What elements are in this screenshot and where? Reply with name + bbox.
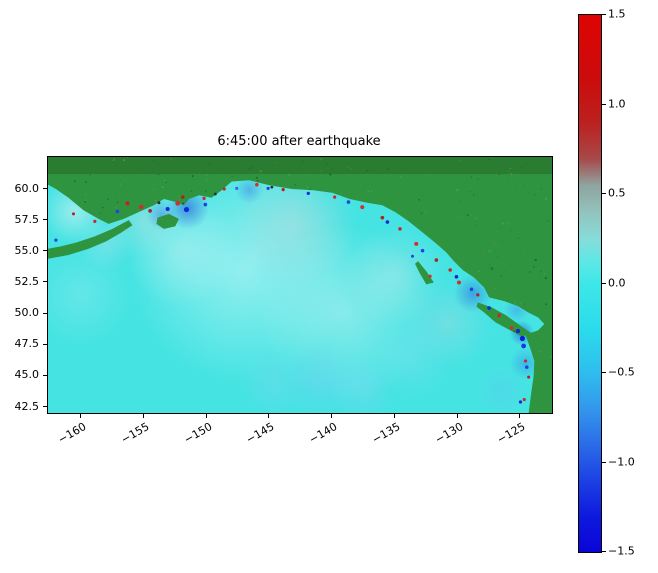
x-tick-label: −140 xyxy=(306,420,340,447)
y-tick-mark xyxy=(43,250,47,252)
x-tick-label: −125 xyxy=(495,420,528,447)
y-tick-mark xyxy=(43,312,47,314)
y-tick-label: 42.5 xyxy=(14,399,40,413)
x-tick-mark xyxy=(268,414,270,418)
y-tick-label: 45.0 xyxy=(14,368,40,382)
colorbar-tick-label: 0.5 xyxy=(608,186,626,200)
y-tick-label: 50.0 xyxy=(14,306,40,320)
plot-title: 6:45:00 after earthquake xyxy=(217,134,381,149)
colorbar-tick-mark xyxy=(602,461,606,463)
map-canvas xyxy=(48,157,552,413)
x-tick-mark xyxy=(519,414,521,418)
y-tick-mark xyxy=(43,343,47,345)
colorbar-tick-mark xyxy=(602,282,606,284)
colorbar-tick-mark xyxy=(602,14,606,15)
y-tick-mark xyxy=(43,281,47,283)
y-tick-mark xyxy=(43,188,47,189)
x-tick-label: −150 xyxy=(181,420,215,447)
colorbar-tick-label: −1.5 xyxy=(608,544,635,558)
y-tick-label: 57.5 xyxy=(14,212,40,226)
colorbar-tick-mark xyxy=(602,551,606,552)
colorbar-tick-label: −0.5 xyxy=(608,365,635,379)
colorbar-tick-mark xyxy=(602,372,606,373)
x-tick-mark xyxy=(80,414,82,418)
colorbar-tick-label: −1.0 xyxy=(608,455,635,468)
y-tick-label: 60.0 xyxy=(14,181,40,195)
y-tick-mark xyxy=(43,406,47,408)
x-tick-label: −155 xyxy=(118,420,152,447)
colorbar-tick-mark xyxy=(602,103,606,105)
x-tick-mark xyxy=(331,414,333,418)
x-tick-label: −160 xyxy=(55,420,89,447)
x-tick-label: −130 xyxy=(432,420,466,447)
plot-area xyxy=(47,156,553,414)
y-tick-label: 52.5 xyxy=(14,274,40,288)
y-tick-mark xyxy=(43,374,47,376)
colorbar-tick-label: 1.0 xyxy=(608,97,626,110)
x-tick-mark xyxy=(393,414,395,418)
y-tick-label: 47.5 xyxy=(14,337,40,351)
colorbar-gradient xyxy=(579,15,601,552)
colorbar-tick-mark xyxy=(602,193,606,194)
colorbar xyxy=(578,14,602,553)
x-tick-label: −145 xyxy=(244,420,277,447)
x-tick-label: −135 xyxy=(369,420,403,447)
colorbar-tick-label: 0.0 xyxy=(608,276,626,289)
colorbar-tick-label: 1.5 xyxy=(608,7,626,21)
x-tick-mark xyxy=(142,414,144,418)
x-tick-mark xyxy=(205,414,207,418)
y-tick-mark xyxy=(43,219,47,221)
x-tick-mark xyxy=(456,414,458,418)
y-tick-label: 55.0 xyxy=(14,243,40,257)
